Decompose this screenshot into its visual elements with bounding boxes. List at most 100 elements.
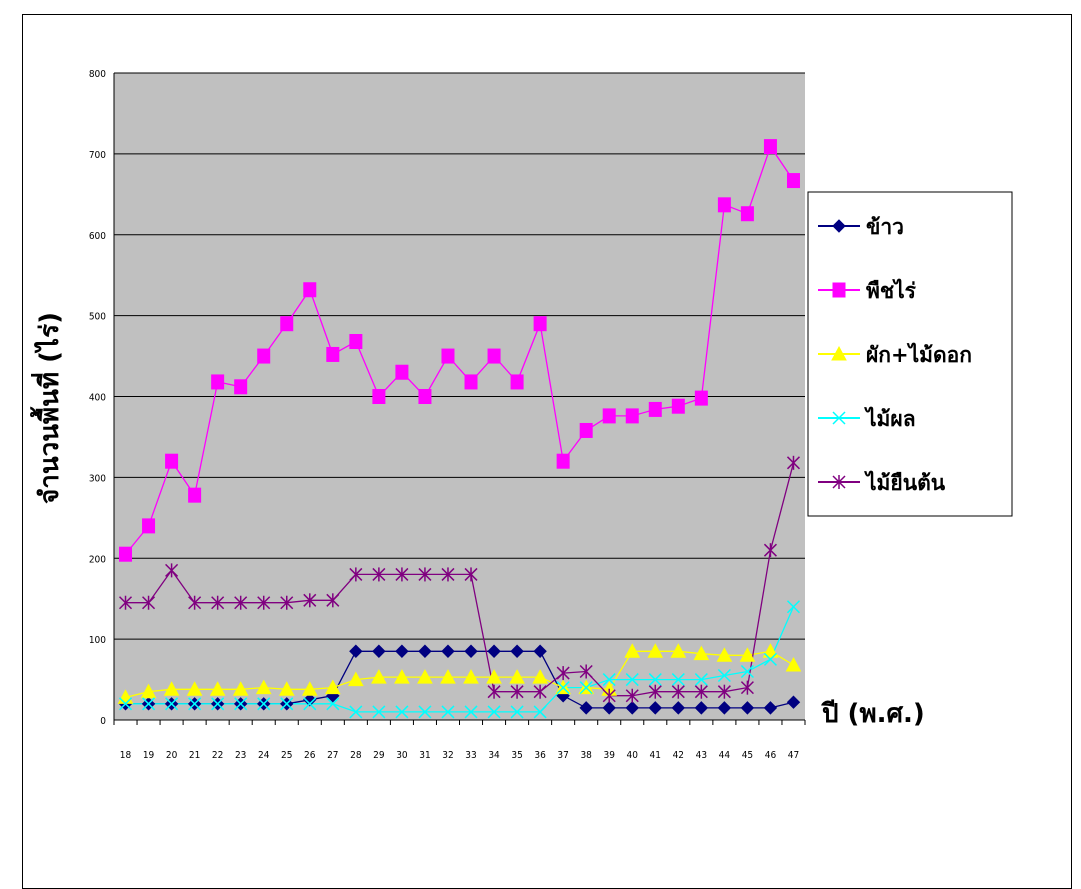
data-point [648,673,662,687]
data-point [740,664,754,679]
y-tick-label: 0 [100,716,106,727]
data-point [533,705,547,719]
data-point [140,683,157,699]
data-point [717,668,731,683]
data-point [441,567,455,582]
data-point [602,673,616,687]
data-point [188,487,202,503]
data-point [763,139,777,155]
data-point [648,684,662,699]
x-tick-label: 43 [696,750,707,761]
data-point [371,669,387,684]
legend-label: ข้าว [866,215,904,239]
data-point [716,647,733,662]
x-tick-label: 33 [465,750,476,761]
x-tick-label: 42 [673,750,684,761]
data-point [118,697,133,711]
x-tick-label: 38 [580,750,592,761]
data-point [785,656,802,672]
data-point [464,374,478,390]
data-point [211,595,225,610]
data-point [142,518,156,534]
data-point [510,705,524,719]
data-point [186,681,203,696]
y-tick-label: 200 [89,554,106,565]
x-tick-label: 35 [511,750,522,761]
data-point [234,379,248,395]
x-tick-label: 44 [719,750,731,761]
y-tick-label: 600 [89,231,106,242]
data-point [671,701,686,715]
data-point [211,697,225,711]
data-point [234,595,248,610]
data-point [671,684,685,699]
data-point [441,705,455,719]
data-point [786,695,801,709]
data-point [255,679,272,695]
data-point [372,567,386,582]
legend-item: ไม้ยืนต้น [818,470,946,495]
data-point [463,669,479,684]
legend-item: ผัก+ไม้ดอก [818,342,972,367]
data-point [303,693,317,707]
x-tick-label: 20 [166,750,178,761]
legend-marker [832,282,846,298]
data-point [326,346,340,362]
data-point [510,374,524,390]
data-point [717,684,731,699]
data-point [694,684,708,699]
data-point [602,688,616,703]
data-point [579,422,593,438]
data-point [372,644,386,658]
data-point [486,669,502,684]
data-point [440,669,456,684]
data-point [740,701,755,715]
data-point [209,681,226,696]
data-point [349,705,363,719]
y-tick-label: 800 [89,69,106,80]
data-point [762,643,779,658]
data-point [394,669,410,684]
legend-marker [831,345,847,361]
data-point [165,453,179,469]
data-point [602,408,616,424]
data-point [418,705,432,719]
data-point [418,567,432,582]
data-point [556,666,570,681]
data-point [579,664,593,679]
data-point [579,701,593,715]
data-point [417,669,433,684]
data-point [280,316,294,332]
data-point [648,401,662,417]
data-point [441,348,455,364]
data-point [625,673,639,687]
data-point [349,334,363,350]
data-point [763,701,778,715]
data-point [188,595,202,610]
data-point [693,645,710,661]
data-point [142,595,156,610]
data-point [188,697,202,711]
data-point [717,701,732,715]
y-tick-label: 300 [89,473,106,484]
x-tick-label: 21 [189,750,200,761]
x-tick-label: 24 [258,750,270,761]
legend-marker [832,411,846,425]
data-point [556,681,570,695]
data-point [487,644,501,658]
data-point [509,669,525,684]
data-point [163,681,180,696]
data-point [257,697,271,711]
data-point [786,455,801,470]
data-point [694,390,708,406]
data-point [717,197,731,213]
data-point [395,567,409,582]
data-point [324,679,341,695]
data-point [671,673,685,687]
legend-label: ผัก+ไม้ดอก [866,342,972,367]
x-tick-label: 19 [143,750,155,761]
data-point [625,408,639,424]
x-tick-label: 40 [627,750,639,761]
data-point [372,705,386,719]
